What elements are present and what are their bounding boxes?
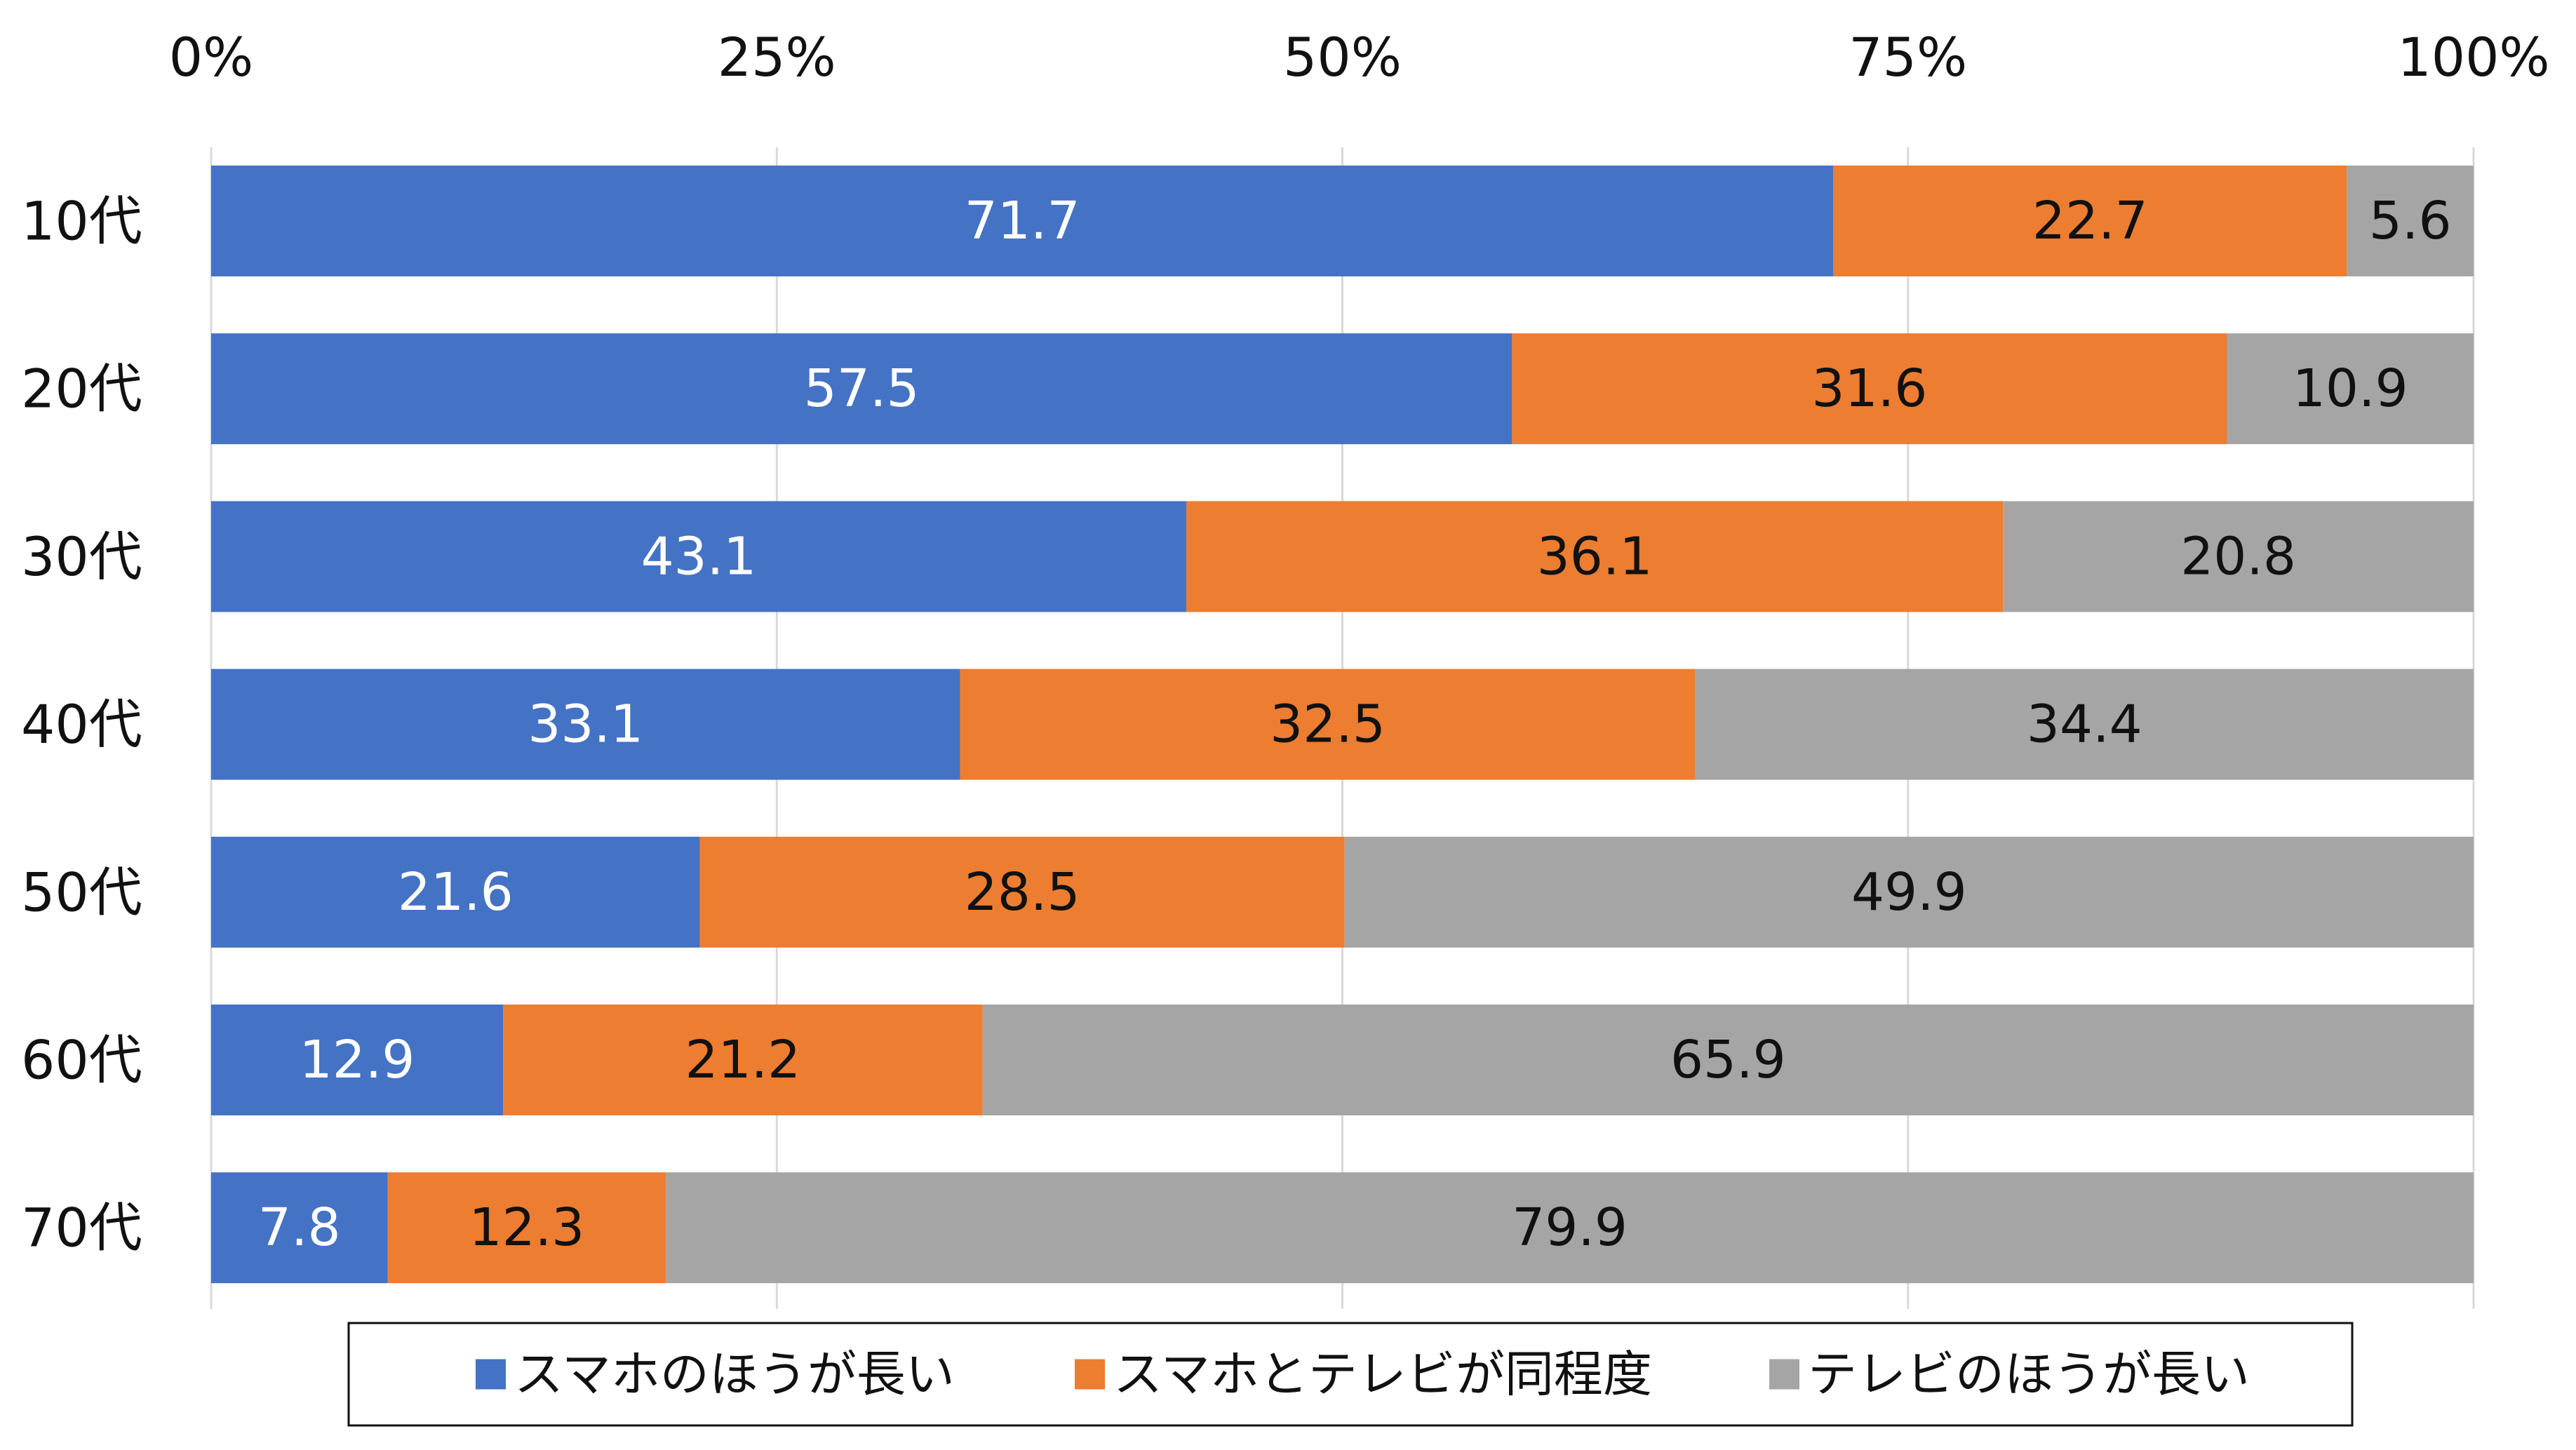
data-label: 22.7 xyxy=(2032,191,2148,251)
legend-box xyxy=(347,1322,2354,1427)
category-label: 10代 xyxy=(21,190,142,253)
bar-segment xyxy=(2227,333,2474,445)
bar-segment xyxy=(211,1005,504,1115)
data-label: 71.7 xyxy=(965,191,1080,251)
data-label: 57.5 xyxy=(804,358,920,419)
bar-segment xyxy=(211,1172,388,1284)
bar-segment xyxy=(211,333,1512,445)
bar-segment xyxy=(387,1172,666,1284)
data-label: 79.9 xyxy=(1512,1197,1628,1258)
x-tick-label: 100% xyxy=(2397,26,2549,88)
bar-segment xyxy=(1695,669,2474,780)
data-label: 12.9 xyxy=(300,1030,415,1090)
data-label: 49.9 xyxy=(1851,862,1967,922)
data-label: 43.1 xyxy=(641,526,757,586)
bar-segment xyxy=(1186,501,2004,612)
legend-swatch xyxy=(1075,1359,1105,1390)
data-label: 12.3 xyxy=(469,1197,585,1258)
category-label: 40代 xyxy=(21,693,142,756)
data-label: 28.5 xyxy=(965,862,1080,922)
category-label: 20代 xyxy=(21,358,142,420)
x-tick-label: 50% xyxy=(1283,26,1402,88)
data-label: 34.4 xyxy=(2027,694,2142,755)
data-label: 10.9 xyxy=(2293,358,2408,419)
data-label: 33.1 xyxy=(528,694,643,755)
category-label: 60代 xyxy=(21,1029,142,1092)
bar-segment xyxy=(1512,333,2227,445)
data-label: 20.8 xyxy=(2180,526,2296,586)
x-tick-label: 0% xyxy=(169,26,254,88)
legend-label: スマホのほうが長い xyxy=(514,1345,955,1403)
bar-segment xyxy=(211,166,1834,276)
legend-swatch xyxy=(476,1359,506,1390)
data-label: 65.9 xyxy=(1670,1030,1786,1090)
category-label: 70代 xyxy=(21,1197,142,1259)
data-label: 21.6 xyxy=(398,862,514,922)
bar-segment xyxy=(2347,166,2474,276)
data-label: 32.5 xyxy=(1270,694,1386,755)
bar-segment xyxy=(211,669,960,780)
bar-segment xyxy=(1833,166,2347,276)
bar-segment xyxy=(960,669,1696,780)
category-label: 30代 xyxy=(21,525,142,588)
bar-segment xyxy=(211,836,700,948)
bar-segment xyxy=(503,1005,983,1115)
bar-segment xyxy=(2003,501,2474,612)
bar-segment xyxy=(699,836,1345,948)
bar-segment xyxy=(1344,836,2474,948)
legend-label: スマホとテレビが同程度 xyxy=(1113,1345,1652,1403)
bar-segment xyxy=(982,1005,2474,1115)
legend-swatch xyxy=(1769,1359,1799,1390)
data-label: 5.6 xyxy=(2369,191,2452,251)
data-label: 36.1 xyxy=(1537,526,1653,586)
data-label: 7.8 xyxy=(258,1197,341,1258)
legend-label: テレビのほうが長い xyxy=(1808,1345,2250,1403)
category-label: 50代 xyxy=(21,861,142,923)
x-tick-label: 75% xyxy=(1849,26,1967,88)
bar-segment xyxy=(211,501,1186,612)
data-label: 21.2 xyxy=(685,1030,800,1090)
data-label: 31.6 xyxy=(1812,358,1928,419)
x-tick-label: 25% xyxy=(718,26,836,88)
bar-segment xyxy=(666,1172,2474,1284)
